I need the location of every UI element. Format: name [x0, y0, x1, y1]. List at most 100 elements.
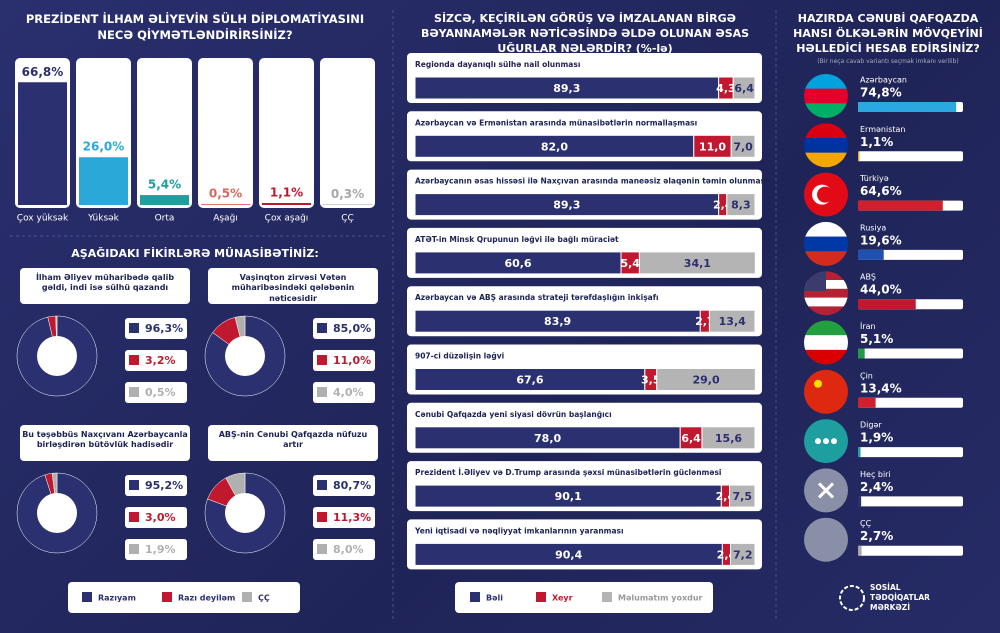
bar: [858, 545, 862, 556]
flag-stripe: [804, 103, 848, 118]
flag-stripe: [804, 288, 848, 299]
legend-label: Razıyam: [98, 594, 136, 603]
value-label: 89,3: [553, 199, 580, 212]
bar-track: [858, 545, 963, 556]
value-label: 2,7%: [860, 529, 893, 543]
value-box: [313, 382, 375, 403]
bar: [201, 204, 250, 205]
value-label: 82,0: [541, 140, 568, 153]
value-label: 66,8%: [22, 65, 64, 79]
flag-stripe: [804, 335, 848, 351]
value-label: 5,4%: [148, 178, 181, 192]
value-label: 1,1%: [860, 135, 893, 149]
flag-icon: [804, 517, 848, 562]
bar: [79, 157, 128, 205]
title-box: [208, 268, 378, 304]
legend-swatch: [602, 592, 612, 602]
logo-text: TƏDQİQATLAR: [870, 593, 930, 602]
value-label: 85,0%: [333, 322, 371, 335]
value-label: 34,1: [684, 257, 711, 270]
flag-stripe: [804, 320, 848, 336]
category-label: Çox aşağı: [265, 214, 309, 224]
card: [259, 58, 314, 208]
value-label: 67,6: [516, 374, 543, 387]
bar-track: [858, 496, 963, 507]
category-label: Azərbaycan və Ermənistan arasında münasi…: [415, 118, 697, 127]
flag-stripe: [804, 369, 848, 414]
card: [137, 58, 192, 208]
flag-stripe: [804, 152, 848, 168]
value-label: 13,4: [719, 315, 746, 328]
flag-stripe: [804, 74, 848, 90]
flag-star: [814, 379, 822, 388]
title-box: [20, 425, 190, 461]
value-label: 5,4: [620, 257, 640, 270]
swatch: [317, 544, 327, 554]
bar: [858, 496, 862, 507]
flag-stripe: [804, 236, 848, 252]
legend-box: [68, 582, 300, 613]
pie-title: Vaşinqton zirvəsi Vətən müharibəsindəki …: [231, 273, 355, 303]
section-title: AŞAĞIDAKI FİKİRLƏRƏ MÜNASİBƏTİNİZ:: [71, 247, 319, 260]
category-label: Çox yüksək: [17, 214, 69, 224]
bar: [858, 249, 884, 260]
bar-segment: [726, 193, 756, 217]
bar: [858, 200, 943, 211]
title-box: [20, 268, 190, 304]
category-label: Heç biri: [860, 470, 891, 479]
bar: [262, 202, 311, 205]
flag-icon: [804, 419, 848, 464]
value-label: 0,5%: [209, 187, 242, 201]
value-label: 4,3: [716, 82, 736, 95]
bar-segment: [729, 484, 756, 508]
value-label: 11,0%: [333, 354, 371, 367]
category-label: Azərbaycan və ABŞ arasında strateji tərə…: [415, 293, 659, 302]
value-label: 64,6%: [860, 184, 902, 198]
value-box: [125, 539, 187, 560]
legend-label: Razı deyiləm: [178, 594, 235, 603]
flag-icon: [804, 369, 848, 414]
value-label: 7,5: [733, 490, 753, 503]
card: [320, 58, 375, 208]
logo-mark: [839, 585, 865, 611]
value-label: 7,2: [733, 548, 753, 561]
value-box: [313, 350, 375, 371]
dot: [823, 438, 829, 445]
category-label: Prezident İ.Əliyev və D.Trump arasında ş…: [415, 468, 722, 477]
swatch: [129, 323, 139, 333]
value-label: 60,6: [504, 257, 531, 270]
category-label: Türkiyə: [859, 174, 889, 183]
bar-segment: [701, 426, 756, 450]
chart-title: PREZİDENT İLHAM ƏLİYEVİN SÜLH DİPLOMATİY…: [25, 12, 365, 42]
value-label: 89,3: [553, 82, 580, 95]
category-label: Yeni iqtisadi və nəqliyyat imkanlarının …: [414, 526, 624, 535]
value-label: 6,4: [681, 432, 701, 445]
flag-stripe: [804, 88, 848, 104]
value-label: 0,5%: [145, 386, 176, 399]
legend-swatch: [470, 592, 480, 602]
value-box: [313, 475, 375, 496]
bar: [858, 447, 861, 458]
pie-hole: [37, 493, 77, 533]
category-label: ATƏT-in Minsk Qrupunun ləğvi ilə bağlı m…: [415, 235, 619, 244]
pie-title: Bu təşəbbüs Naxçıvanı Azərbaycanla birlə…: [22, 430, 188, 450]
category-label: Digər: [860, 421, 882, 430]
bar-segment: [708, 309, 756, 333]
pie-title: ABŞ-nin Cənubi Qafqazda nüfuzu artır: [218, 430, 368, 450]
bar: [323, 204, 372, 205]
flag-stripe: [804, 517, 848, 562]
value-label: 8,3: [731, 199, 751, 212]
value-label: 11,0: [699, 140, 726, 153]
bar-segment: [638, 251, 756, 275]
value-box: [313, 539, 375, 560]
value-label: 3,0%: [145, 511, 176, 524]
legend-swatch: [536, 592, 546, 602]
chart-title: SİZCƏ, KEÇİRİLƏN GÖRÜŞ VƏ İMZALANAN BİRG…: [420, 12, 750, 55]
swatch: [129, 512, 139, 522]
pie-hole: [37, 336, 77, 376]
value-label: 6,4: [734, 82, 754, 95]
value-label: 1,9%: [145, 543, 176, 556]
bar: [858, 348, 865, 359]
flag-stripe: [804, 251, 848, 266]
